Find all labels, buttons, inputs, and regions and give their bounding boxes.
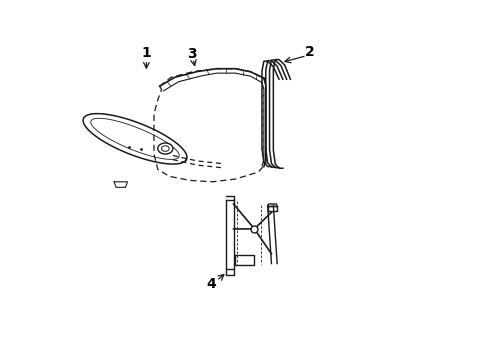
Text: 1: 1 bbox=[141, 46, 151, 60]
Text: 2: 2 bbox=[304, 45, 314, 59]
Text: 3: 3 bbox=[187, 47, 196, 61]
Text: 4: 4 bbox=[205, 277, 215, 291]
Circle shape bbox=[158, 143, 173, 154]
Circle shape bbox=[161, 146, 169, 151]
